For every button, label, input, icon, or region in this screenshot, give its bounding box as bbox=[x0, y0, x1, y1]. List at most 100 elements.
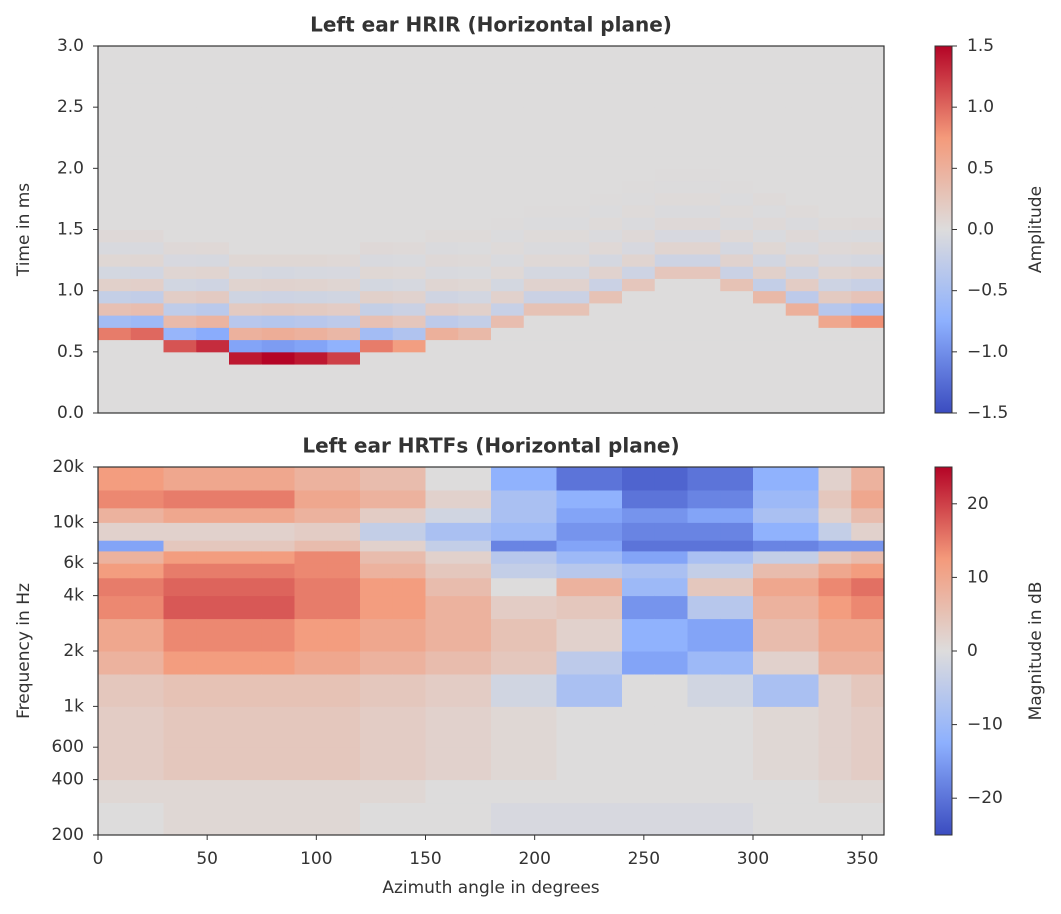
heat-cell bbox=[753, 131, 787, 145]
heat-cell bbox=[622, 290, 656, 304]
heat-cell bbox=[589, 388, 623, 402]
heat-cell bbox=[327, 192, 361, 206]
heat-cell bbox=[360, 618, 394, 652]
heat-cell bbox=[491, 400, 525, 414]
heat-cell bbox=[392, 706, 426, 725]
heat-cell bbox=[687, 522, 721, 541]
heat-cell bbox=[196, 577, 230, 597]
heat-cell bbox=[425, 241, 459, 255]
heat-cell bbox=[556, 107, 590, 120]
heat-cell bbox=[458, 724, 492, 748]
heat-cell bbox=[818, 180, 852, 194]
heat-cell bbox=[818, 747, 852, 781]
heat-cell bbox=[622, 205, 656, 218]
heat-cell bbox=[360, 467, 394, 491]
heat-cell bbox=[229, 302, 263, 316]
heat-cell bbox=[163, 779, 197, 804]
heat-cell bbox=[687, 302, 721, 316]
heat-cell bbox=[622, 540, 656, 552]
heat-cell bbox=[360, 595, 394, 620]
heat-cell bbox=[163, 94, 197, 108]
heat-cell bbox=[654, 290, 688, 304]
heat-cell bbox=[785, 618, 819, 652]
heat-cell bbox=[360, 278, 394, 292]
heat-cell bbox=[523, 315, 557, 328]
heat-cell bbox=[589, 339, 623, 353]
heat-cell bbox=[785, 339, 819, 353]
heat-cell bbox=[458, 156, 492, 169]
heat-cell bbox=[491, 489, 525, 509]
heat-cell bbox=[818, 229, 852, 243]
heat-cell bbox=[851, 241, 885, 255]
heat-cell bbox=[753, 327, 787, 341]
heat-cell bbox=[785, 217, 819, 230]
heat-cell bbox=[294, 229, 328, 243]
heat-cell bbox=[654, 706, 688, 725]
heat-cell bbox=[622, 315, 656, 328]
heat-cell bbox=[491, 595, 525, 620]
heat-cell bbox=[130, 131, 164, 145]
heat-cell bbox=[491, 467, 525, 491]
heat-cell bbox=[523, 618, 557, 652]
heat-cell bbox=[523, 563, 557, 579]
heat-cell bbox=[589, 673, 623, 707]
heat-cell bbox=[327, 302, 361, 316]
heat-cell bbox=[818, 278, 852, 292]
heat-cell bbox=[491, 192, 525, 206]
heat-cell bbox=[785, 563, 819, 579]
heat-cell bbox=[523, 802, 557, 836]
heat-cell bbox=[327, 651, 361, 675]
heat-cell bbox=[98, 595, 132, 620]
heat-cell bbox=[523, 550, 557, 564]
heat-cell bbox=[687, 489, 721, 509]
heat-cell bbox=[425, 107, 459, 120]
heat-cell bbox=[130, 540, 164, 552]
heat-cell bbox=[294, 46, 328, 59]
heat-cell bbox=[687, 618, 721, 652]
heat-cell bbox=[163, 563, 197, 579]
heat-cell bbox=[851, 507, 885, 523]
heat-cell bbox=[556, 143, 590, 157]
heat-cell bbox=[425, 550, 459, 564]
heat-cell bbox=[818, 339, 852, 353]
heat-cell bbox=[753, 143, 787, 157]
heat-cell bbox=[425, 302, 459, 316]
heat-cell bbox=[98, 550, 132, 564]
heat-cell bbox=[196, 618, 230, 652]
heat-cell bbox=[261, 563, 295, 579]
heat-cell bbox=[785, 156, 819, 169]
heat-cell bbox=[491, 724, 525, 748]
heat-cell bbox=[720, 522, 754, 541]
heat-cell bbox=[425, 192, 459, 206]
heat-cell bbox=[491, 180, 525, 194]
heat-cell bbox=[491, 315, 525, 328]
heat-cell bbox=[130, 192, 164, 206]
heat-cell bbox=[392, 217, 426, 230]
heat-cell bbox=[785, 107, 819, 120]
heat-cell bbox=[294, 339, 328, 353]
heat-cell bbox=[654, 595, 688, 620]
heat-cell bbox=[622, 522, 656, 541]
heat-cell bbox=[130, 747, 164, 781]
heat-cell bbox=[458, 376, 492, 390]
heat-cell bbox=[425, 802, 459, 836]
heat-cell bbox=[294, 507, 328, 523]
heat-cell bbox=[327, 563, 361, 579]
heat-cell bbox=[589, 46, 623, 59]
heat-cell bbox=[491, 706, 525, 725]
heat-cell bbox=[785, 595, 819, 620]
heat-cell bbox=[785, 327, 819, 341]
heat-cell bbox=[98, 229, 132, 243]
heat-cell bbox=[294, 651, 328, 675]
heat-cell bbox=[851, 400, 885, 414]
heat-cell bbox=[589, 351, 623, 365]
heat-cell bbox=[523, 467, 557, 491]
heat-cell bbox=[818, 467, 852, 491]
heat-cell bbox=[425, 278, 459, 292]
heat-cell bbox=[720, 540, 754, 552]
heat-cell bbox=[425, 400, 459, 414]
heat-cell bbox=[523, 156, 557, 169]
y-axis-label: Time in ms bbox=[14, 183, 34, 277]
heat-cell bbox=[491, 290, 525, 304]
heat-cell bbox=[392, 70, 426, 84]
